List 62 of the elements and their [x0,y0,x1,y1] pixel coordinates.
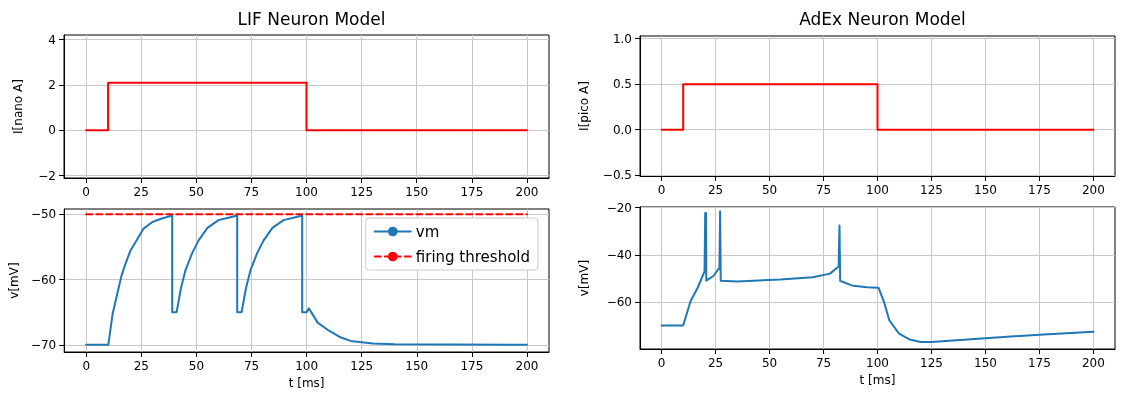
y-tick-label: −2 [38,168,56,183]
x-tick-label: 50 [188,185,204,199]
x-tick-label: 175 [1027,356,1051,370]
x-tick-label: 200 [1081,356,1105,370]
legend-label: firing threshold [415,247,531,266]
x-tick-label: 50 [188,359,205,373]
x-axis-title: t [ms] [288,375,325,390]
x-tick-label: 125 [350,185,374,199]
x-tick-label: 75 [243,185,260,199]
x-tick-label: 150 [405,359,429,373]
x-tick-label: 150 [974,356,997,370]
x-tick-label: 200 [515,359,539,373]
x-tick-label: 150 [405,185,429,199]
x-tick-label: 25 [707,356,724,370]
y-axis-title: I[nano A] [11,79,25,134]
x-tick-label: 75 [815,183,832,197]
x-tick-label: 175 [1027,183,1051,197]
x-tick-label: 0 [657,356,666,370]
y-tick-label: −40 [606,247,632,262]
x-tick-label: 125 [920,356,943,370]
x-tick-label: 0 [657,183,666,197]
y-tick-label: −20 [606,200,632,215]
x-tick-label: 25 [133,359,149,373]
y-axis-title: v[mV] [577,259,591,297]
x-tick-label: 75 [243,359,260,373]
x-tick-label: 100 [866,183,889,197]
legend-label: vm [415,222,440,241]
x-tick-label: 150 [974,183,997,197]
x-tick-label: 200 [515,185,539,199]
y-tick-label: −0.5 [602,168,632,183]
y-axis-title: v[mV] [7,262,21,299]
y-tick-label: 0 [48,123,56,138]
chart-title: AdEx Neuron Model [799,8,966,29]
line-series [85,214,528,346]
x-tick-label: 0 [82,185,90,199]
x-tick-label: 100 [295,185,318,199]
y-tick-label: 1.0 [612,31,632,46]
line-series [660,210,1095,343]
x-axis-title: t [ms] [859,372,896,387]
y-tick-label: −50 [30,207,57,222]
x-tick-label: 100 [295,359,319,373]
x-tick-label: 0 [82,359,91,373]
x-tick-label: 25 [707,183,724,197]
x-tick-label: 175 [460,359,484,373]
x-tick-label: 200 [1081,183,1105,197]
x-tick-label: 100 [866,356,889,370]
y-tick-label: 4 [48,32,56,47]
x-tick-label: 50 [761,183,778,197]
y-tick-label: −60 [30,272,57,287]
x-tick-label: 75 [815,356,832,370]
y-tick-label: −60 [606,294,632,309]
y-tick-label: −70 [30,337,57,352]
y-tick-label: 0.0 [612,122,632,137]
y-tick-label: 2 [48,77,56,92]
x-tick-label: 125 [350,359,374,373]
x-tick-label: 50 [761,356,778,370]
y-axis-title: I[pico A] [577,81,591,131]
chart-title: LIF Neuron Model [237,8,386,29]
x-tick-label: 25 [133,185,149,199]
x-tick-label: 175 [460,185,484,199]
x-tick-label: 125 [920,183,943,197]
y-tick-label: 0.5 [612,77,632,92]
